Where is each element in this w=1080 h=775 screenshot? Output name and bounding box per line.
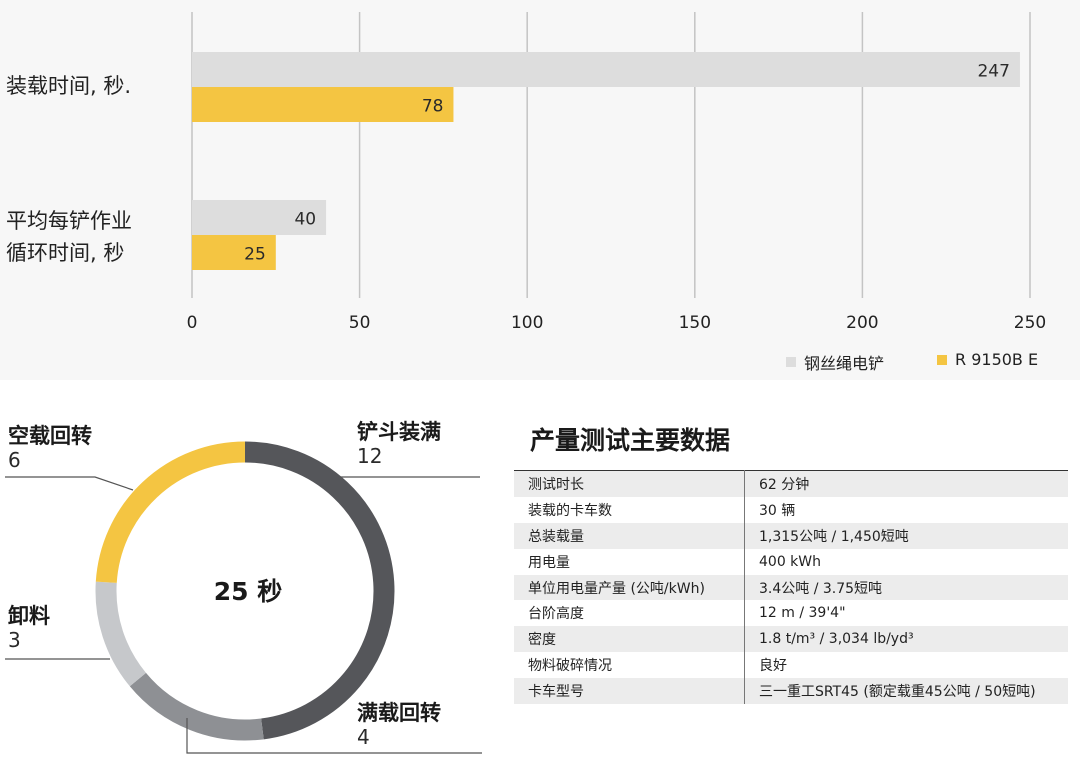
row-label: 台阶高度 <box>514 600 745 627</box>
row-label: 测试时长 <box>514 470 745 497</box>
legend-swatch-rope-shovel <box>786 357 796 367</box>
row-value: 良好 <box>744 652 1068 679</box>
row-value: 3.4公吨 / 3.75短吨 <box>744 574 1068 601</box>
legend-label-rope-shovel: 钢丝绳电铲 <box>804 354 885 373</box>
x-tick-label: 100 <box>511 313 543 333</box>
bar-chart-plot: 0 50 100 150 200 250 247 78 40 25 <box>187 12 1046 333</box>
bar-value-label: 40 <box>294 210 316 230</box>
donut-slice <box>95 441 246 584</box>
donut-hole <box>117 463 373 719</box>
donut-chart-plot <box>5 441 482 754</box>
donut-center-label: 25 秒 <box>213 577 283 606</box>
bar <box>192 52 1020 87</box>
bar-value-label: 247 <box>977 62 1009 82</box>
slice-value: 12 <box>357 444 383 468</box>
table-row: 物料破碎情况 良好 <box>514 652 1068 679</box>
donut-slice <box>129 672 264 741</box>
category-label-loading-time: 装载时间, 秒. <box>6 74 132 98</box>
donut-chart: 25 秒 铲斗装满 12 满载回转 4 卸料 3 空载回转 6 <box>0 380 500 775</box>
x-tick-label: 0 <box>187 313 198 333</box>
production-test-panel: 产量测试主要数据 测试时长 62 分钟 装载的卡车数 30 辆 总装载量 1,315公… <box>514 410 1068 705</box>
row-label: 卡车型号 <box>514 678 745 705</box>
bar-chart: 0 50 100 150 200 250 247 78 40 25 装载时间, 秒. 平均每铲作业… <box>0 0 1080 380</box>
bar <box>192 87 454 122</box>
production-data-table: 测试时长 62 分钟 装载的卡车数 30 辆 总装载量 1,315公吨 / 1,450… <box>514 470 1068 705</box>
bar-value-label: 78 <box>422 97 444 117</box>
row-value: 1.8 t/m³ / 3,034 lb/yd³ <box>744 626 1068 653</box>
donut-slice <box>244 441 395 740</box>
row-label: 单位用电量产量 (公吨/kWh) <box>514 574 745 601</box>
row-label: 用电量 <box>514 548 745 575</box>
category-label-cycle-time: 平均每铲作业 循环时间, 秒 <box>6 209 132 265</box>
slice-name: 铲斗装满 <box>357 420 441 444</box>
table-title: 产量测试主要数据 <box>530 426 731 455</box>
table-row: 密度 1.8 t/m³ / 3,034 lb/yd³ <box>514 626 1068 653</box>
row-value: 400 kWh <box>744 548 1068 575</box>
x-tick-label: 200 <box>846 313 878 333</box>
legend-label-r9150b: R 9150B E <box>955 350 1039 369</box>
row-label: 密度 <box>514 626 745 653</box>
row-value: 12 m / 39'4" <box>744 600 1068 627</box>
table-row: 测试时长 62 分钟 <box>514 470 1068 497</box>
table-row: 用电量 400 kWh <box>514 548 1068 575</box>
table-row: 装载的卡车数 30 辆 <box>514 496 1068 523</box>
slice-label-loaded-swing: 满载回转 4 <box>357 701 441 749</box>
bar-value-label: 25 <box>244 245 266 265</box>
slice-name: 卸料 <box>8 604 50 628</box>
slice-value: 3 <box>8 628 21 652</box>
table-row: 单位用电量产量 (公吨/kWh) 3.4公吨 / 3.75短吨 <box>514 574 1068 601</box>
row-value: 62 分钟 <box>744 470 1068 497</box>
slice-label-empty-swing: 空载回转 6 <box>8 424 92 472</box>
row-value: 三一重工SRT45 (额定载重45公吨 / 50短吨) <box>744 678 1068 705</box>
x-tick-label: 150 <box>679 313 711 333</box>
slice-label-bucket-fill: 铲斗装满 12 <box>357 420 441 468</box>
row-label: 物料破碎情况 <box>514 652 745 679</box>
bar <box>192 200 327 235</box>
leader-line <box>5 476 134 491</box>
row-label: 装载的卡车数 <box>514 496 745 523</box>
row-label: 总装载量 <box>514 522 745 549</box>
slice-value: 4 <box>357 725 370 749</box>
row-value: 1,315公吨 / 1,450短吨 <box>744 522 1068 549</box>
slice-label-dump: 卸料 3 <box>8 604 50 652</box>
leader-line <box>186 718 482 754</box>
legend-item-r9150b: R 9150B E <box>937 350 1038 369</box>
legend-swatch-r9150b <box>937 354 947 365</box>
x-tick-label: 250 <box>1014 313 1046 333</box>
table-row: 总装载量 1,315公吨 / 1,450短吨 <box>514 522 1068 549</box>
row-value: 30 辆 <box>744 496 1068 523</box>
donut-slice <box>95 581 147 687</box>
slice-name: 空载回转 <box>8 424 92 448</box>
table-row: 台阶高度 12 m / 39'4" <box>514 600 1068 627</box>
table-row: 卡车型号 三一重工SRT45 (额定载重45公吨 / 50短吨) <box>514 678 1068 705</box>
legend-item-rope-shovel: 钢丝绳电铲 <box>786 350 884 374</box>
bar <box>192 235 276 270</box>
slice-name: 满载回转 <box>357 701 441 725</box>
slice-value: 6 <box>8 448 21 472</box>
x-tick-label: 50 <box>349 313 371 333</box>
